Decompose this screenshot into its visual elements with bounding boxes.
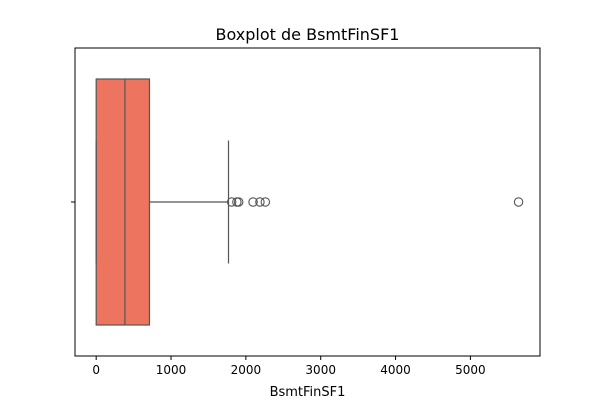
x-tick-label: 2000: [231, 363, 262, 377]
x-axis-label: BsmtFinSF1: [270, 385, 346, 400]
x-tick-label: 1000: [156, 363, 187, 377]
outlier-point: [248, 197, 258, 207]
outlier-point: [255, 197, 265, 207]
outlier-point: [260, 197, 271, 207]
outlier-point: [513, 197, 524, 207]
outlier-point: [226, 197, 237, 207]
x-axis: 0 1000 2000 3000 4000 5000: [92, 356, 486, 377]
outlier-point: [233, 197, 244, 207]
x-tick-label: 4000: [380, 363, 411, 377]
plot-layer: [95, 78, 524, 326]
x-tick-label: 5000: [455, 363, 486, 377]
x-tick-label: 3000: [305, 363, 336, 377]
box-iqr: [95, 78, 151, 326]
x-tick-label: 0: [92, 363, 100, 377]
chart-title: Boxplot de BsmtFinSF1: [216, 25, 400, 44]
